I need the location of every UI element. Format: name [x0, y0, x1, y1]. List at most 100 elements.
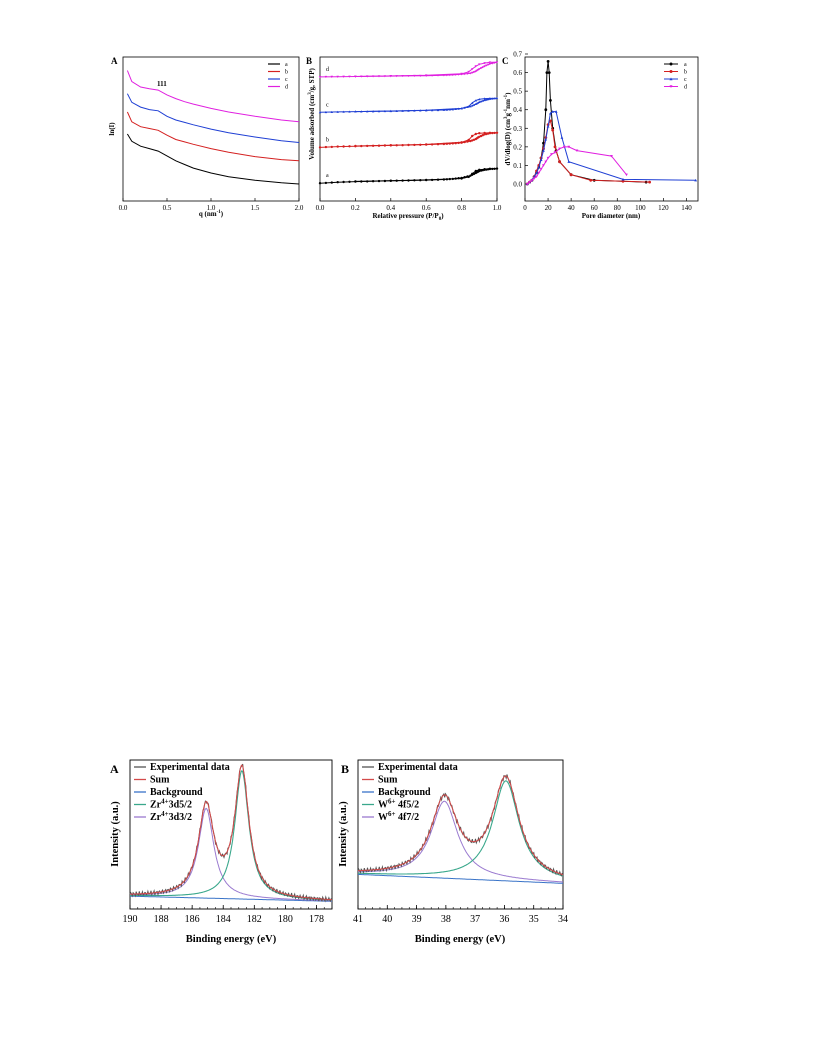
data-point-d	[525, 182, 529, 186]
data-point-d	[395, 75, 398, 78]
data-point-d	[474, 70, 477, 73]
data-point-d	[377, 75, 381, 78]
data-point-b	[395, 144, 398, 147]
data-point-b	[467, 138, 470, 142]
xps-panel-a-letter: A	[110, 762, 119, 776]
x-tick-label: 190	[123, 914, 138, 925]
data-point-c	[466, 105, 469, 109]
series-line-c	[126, 93, 300, 143]
data-point-a	[451, 177, 454, 181]
legend-label: Experimental data	[378, 762, 458, 773]
data-point-b	[471, 134, 474, 138]
panel-c-series	[525, 60, 698, 186]
data-point-a	[546, 60, 550, 63]
data-point-b	[377, 144, 381, 147]
data-point-b	[330, 145, 333, 149]
data-point-b	[472, 138, 476, 141]
xps-panel-b-curves	[357, 774, 564, 884]
x-tick-label: 1.0	[493, 204, 502, 212]
data-point-c	[324, 111, 328, 114]
data-point-d	[457, 73, 460, 76]
panel-b-x-axis-label: Relative pressure (P/P0)	[372, 212, 444, 222]
data-point-c	[366, 110, 369, 113]
legend-label-a: a	[684, 62, 687, 68]
data-point-d	[553, 151, 557, 154]
data-point-d	[530, 179, 534, 182]
data-point-c	[476, 101, 480, 104]
data-point-b	[569, 173, 573, 177]
data-point-b	[401, 144, 404, 147]
xps-panel-a-legend: Experimental data SumBackgroundZr4+3d5/2Z…	[134, 762, 230, 823]
data-point-c	[539, 158, 543, 161]
legend-label-c: c	[684, 77, 687, 83]
data-point-a	[486, 168, 490, 171]
data-point-c	[448, 108, 451, 111]
panel-a-x-ticks: 0.0 0.5 1.0 1.5 2.0	[119, 198, 304, 212]
series-label-c: c	[326, 102, 329, 108]
data-point-b	[474, 132, 477, 136]
data-point-a	[413, 179, 416, 182]
data-point-a	[495, 167, 499, 170]
data-point-d	[493, 61, 496, 65]
series-line-d	[126, 70, 300, 123]
data-point-d	[483, 62, 486, 65]
data-point-c	[330, 110, 333, 114]
data-point-c	[342, 110, 345, 113]
data-point-a	[445, 178, 449, 181]
data-point-d	[567, 145, 571, 149]
x-tick-label: 40	[382, 914, 392, 925]
data-point-b	[648, 180, 651, 184]
data-point-c	[354, 110, 357, 113]
data-point-d	[472, 71, 476, 74]
legend-label: Zr4+3d3/2	[150, 810, 192, 823]
data-point-c	[478, 98, 481, 101]
x-tick-label: 188	[154, 914, 169, 925]
data-point-c	[413, 109, 416, 112]
data-point-d	[537, 171, 541, 175]
data-point-c	[348, 110, 351, 113]
xps-panel-b-x-axis-label: Binding energy (eV)	[415, 934, 506, 945]
data-point-a	[436, 178, 440, 181]
series-d	[525, 145, 628, 186]
data-point-b	[336, 145, 339, 148]
data-point-c	[479, 100, 483, 103]
legend-label-c: c	[285, 77, 288, 83]
data-point-a	[342, 180, 345, 184]
data-point-d	[610, 155, 613, 158]
legend-marker-d	[669, 85, 673, 88]
x-tick-label: 1.5	[251, 204, 260, 212]
x-tick-label: 41	[353, 914, 363, 925]
data-point-b	[558, 160, 561, 164]
legend-label-d: d	[285, 85, 288, 91]
data-point-a	[366, 180, 369, 183]
xps-panel-a-zr: A 190 188 186 184 182 180 178 Experimental dat…	[110, 759, 333, 945]
data-point-b	[360, 144, 363, 148]
data-point-a	[377, 179, 381, 183]
data-point-b	[621, 179, 625, 183]
data-point-c	[419, 109, 422, 112]
y-tick-label: 0.4	[513, 106, 522, 114]
data-point-c	[567, 160, 571, 163]
data-point-b	[318, 146, 322, 149]
x-tick-label: 120	[658, 204, 669, 212]
x-tick-label: 38	[441, 914, 451, 925]
data-point-a	[454, 177, 457, 180]
x-tick-label: 40	[568, 204, 576, 212]
x-tick-label: 178	[309, 914, 324, 925]
data-point-d	[485, 64, 488, 67]
data-point-c	[454, 107, 457, 111]
data-point-c	[493, 97, 496, 100]
data-point-d	[371, 75, 375, 78]
background-curve	[130, 895, 332, 902]
data-point-b	[491, 131, 494, 135]
legend-label: Background	[378, 787, 431, 798]
panel-c-frame	[524, 56, 699, 202]
x-tick-label: 182	[247, 914, 262, 925]
panel-c-pore-size: C 0 20 40 60 80 100 120 140 0.0 0.1 0.2 0.3 0.4 0.5 0.…	[502, 51, 699, 220]
data-point-a	[430, 178, 434, 182]
data-point-a	[383, 179, 387, 183]
data-point-b	[471, 139, 474, 142]
